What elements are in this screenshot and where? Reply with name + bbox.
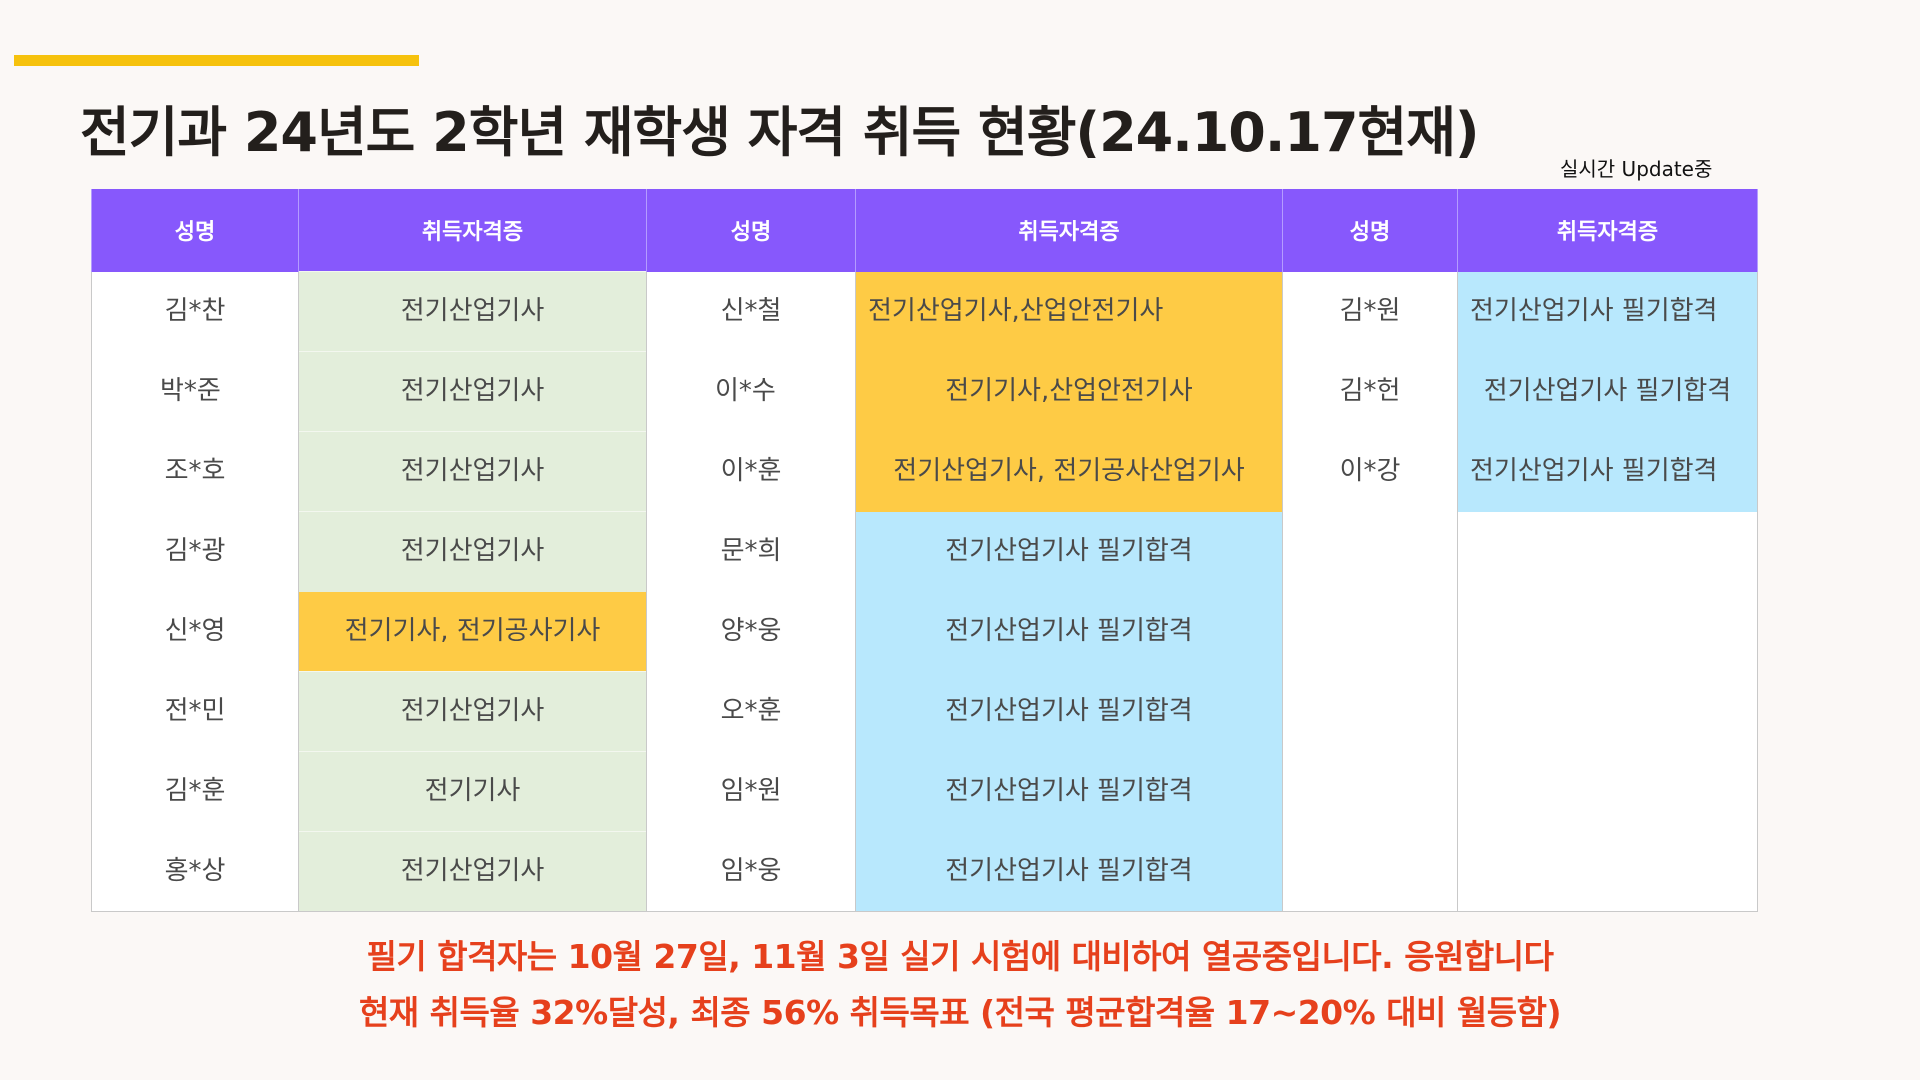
certificate-cell: 전기산업기사 필기합격 — [855, 671, 1283, 752]
certificate-cell: 전기기사,산업안전기사 — [855, 351, 1283, 432]
student-name: 박*준 — [91, 351, 299, 432]
table-row: 홍*상 전기산업기사 임*웅 전기산업기사 필기합격 — [91, 831, 1758, 912]
student-name: 신*영 — [91, 591, 299, 672]
accent-bar — [14, 55, 419, 66]
update-note: 실시간 Update중 — [1560, 157, 1713, 181]
student-name: 홍*상 — [91, 831, 299, 912]
certificate-cell: 전기기사, 전기공사기사 — [298, 591, 647, 672]
student-name — [1282, 831, 1458, 912]
footer-note-rate: 현재 취득율 32%달성, 최종 56% 취득목표 (전국 평균합격율 17~2… — [358, 993, 1562, 1032]
header-name-3: 성명 — [1282, 189, 1458, 272]
table-row: 전*민 전기산업기사 오*훈 전기산업기사 필기합격 — [91, 671, 1758, 752]
student-name — [1282, 751, 1458, 832]
certificate-cell: 전기산업기사,산업안전기사 — [855, 271, 1283, 352]
student-name: 김*광 — [91, 511, 299, 592]
certificate-cell: 전기산업기사 — [298, 351, 647, 432]
certificate-cell — [1457, 751, 1758, 832]
table-row: 김*광 전기산업기사 문*희 전기산업기사 필기합격 — [91, 511, 1758, 592]
table-row: 신*영 전기기사, 전기공사기사 양*웅 전기산업기사 필기합격 — [91, 591, 1758, 672]
table-row: 조*호 전기산업기사 이*훈 전기산업기사, 전기공사산업기사 이*강 전기산업… — [91, 431, 1758, 512]
certificate-cell — [1457, 831, 1758, 912]
table-row: 김*훈 전기기사 임*원 전기산업기사 필기합격 — [91, 751, 1758, 832]
student-name: 임*웅 — [646, 831, 856, 912]
table-row: 김*찬 전기산업기사 신*철 전기산업기사,산업안전기사 김*원 전기산업기사 … — [91, 271, 1758, 352]
certificate-cell — [1457, 671, 1758, 752]
certificate-cell: 전기산업기사 — [298, 511, 647, 592]
table-header-row: 성명 취득자격증 성명 취득자격증 성명 취득자격증 — [91, 189, 1758, 272]
student-name: 전*민 — [91, 671, 299, 752]
certification-table: 성명 취득자격증 성명 취득자격증 성명 취득자격증 김*찬 전기산업기사 신*… — [91, 189, 1758, 912]
header-cert-3: 취득자격증 — [1457, 189, 1758, 272]
student-name: 이*강 — [1282, 431, 1458, 512]
student-name — [1282, 671, 1458, 752]
certificate-cell: 전기산업기사 필기합격 — [855, 751, 1283, 832]
footer-note-exam: 필기 합격자는 10월 27일, 11월 3일 실기 시험에 대비하여 열공중입… — [366, 937, 1555, 976]
certificate-cell — [1457, 511, 1758, 592]
student-name: 조*호 — [91, 431, 299, 512]
student-name: 임*원 — [646, 751, 856, 832]
table-row: 박*준 전기산업기사 이*수 전기기사,산업안전기사 김*헌 전기산업기사 필기… — [91, 351, 1758, 432]
certificate-cell: 전기산업기사 — [298, 671, 647, 752]
certificate-cell: 전기산업기사 필기합격 — [855, 591, 1283, 672]
student-name: 김*찬 — [91, 271, 299, 352]
certificate-cell: 전기산업기사 — [298, 831, 647, 912]
student-name: 김*훈 — [91, 751, 299, 832]
certificate-cell: 전기산업기사 필기합격 — [855, 831, 1283, 912]
header-name-1: 성명 — [91, 189, 299, 272]
student-name: 김*원 — [1282, 271, 1458, 352]
student-name: 문*희 — [646, 511, 856, 592]
certificate-cell — [1457, 591, 1758, 672]
certificate-cell: 전기산업기사 필기합격 — [1457, 351, 1758, 432]
certificate-cell: 전기산업기사 필기합격 — [1457, 271, 1758, 352]
student-name: 신*철 — [646, 271, 856, 352]
student-name: 이*훈 — [646, 431, 856, 512]
page-title: 전기과 24년도 2학년 재학생 자격 취득 현황(24.10.17현재) — [80, 101, 1480, 164]
certificate-cell: 전기산업기사 — [298, 271, 647, 352]
header-name-2: 성명 — [646, 189, 856, 272]
certificate-cell: 전기산업기사 필기합격 — [855, 511, 1283, 592]
student-name — [1282, 591, 1458, 672]
header-cert-2: 취득자격증 — [855, 189, 1283, 272]
student-name — [1282, 511, 1458, 592]
certificate-cell: 전기산업기사 — [298, 431, 647, 512]
student-name: 김*헌 — [1282, 351, 1458, 432]
certificate-cell: 전기산업기사, 전기공사산업기사 — [855, 431, 1283, 512]
student-name: 오*훈 — [646, 671, 856, 752]
student-name: 이*수 — [646, 351, 856, 432]
certificate-cell: 전기기사 — [298, 751, 647, 832]
certificate-cell: 전기산업기사 필기합격 — [1457, 431, 1758, 512]
header-cert-1: 취득자격증 — [298, 189, 647, 272]
student-name: 양*웅 — [646, 591, 856, 672]
